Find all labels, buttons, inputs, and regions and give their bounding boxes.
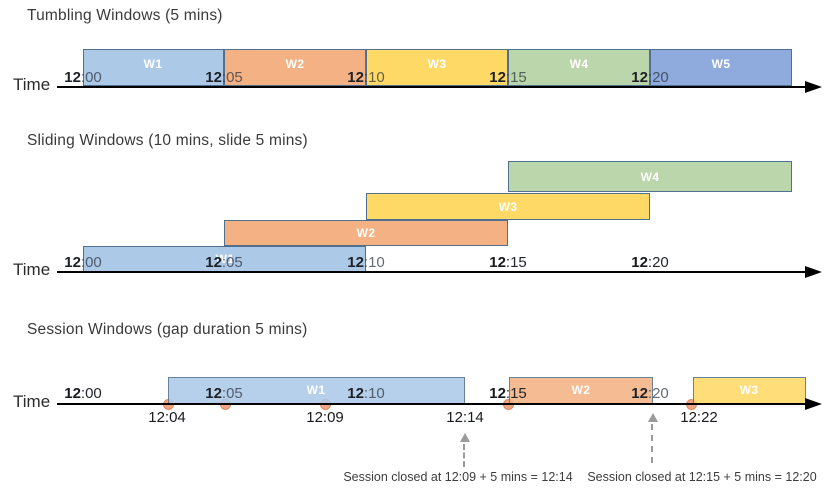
session-tick-1215: 12:15 <box>489 385 527 402</box>
close-time-1214: 12:14 <box>446 409 484 426</box>
sliding-w1-label: W1 <box>215 252 235 266</box>
session-tick-1210: 12:10 <box>347 385 385 402</box>
sliding-window-w3 <box>366 193 650 220</box>
sliding-w3-label: W3 <box>498 200 518 214</box>
tumbling-timeline-axis <box>57 86 806 88</box>
tumbling-tick-1220: 12:20 <box>631 69 669 86</box>
sliding-tick-1210: 12:10 <box>347 254 385 271</box>
callout-arrow-up-icon <box>648 413 658 422</box>
sliding-window-w2 <box>224 220 508 246</box>
session-axis-arrow-icon <box>805 398 822 410</box>
tick-minutes: :20 <box>647 254 669 271</box>
tumbling-window-w3 <box>366 49 508 86</box>
sliding-time-label: Time <box>13 260 51 279</box>
session-tick-1205: 12:05 <box>205 385 243 402</box>
tick-hour: 12 <box>205 385 222 402</box>
tick-minutes: :05 <box>221 385 243 402</box>
tick-hour: 12 <box>64 385 81 402</box>
tick-hour: 12 <box>489 385 506 402</box>
tumbling-w5-label: W5 <box>711 57 731 71</box>
tumbling-w1-label: W1 <box>143 57 163 71</box>
sliding-tick-1215: 12:15 <box>489 254 527 271</box>
tick-hour: 12 <box>64 254 81 271</box>
session-tick-1220: 12:20 <box>631 385 669 402</box>
sliding-w2-label: W2 <box>356 226 376 240</box>
tumbling-tick-1205: 12:05 <box>205 69 243 86</box>
session-time-label: Time <box>13 392 51 411</box>
sliding-w4-label: W4 <box>640 170 660 184</box>
tick-hour: 12 <box>205 254 222 271</box>
session-window-w3 <box>693 377 806 404</box>
tumbling-tick-1200: 12:00 <box>64 69 102 86</box>
tick-hour: 12 <box>489 69 506 86</box>
session-window-w1 <box>168 377 465 404</box>
session-w3-label: W3 <box>739 383 759 397</box>
event-time-1204: 12:04 <box>148 409 186 426</box>
event-time-1209: 12:09 <box>306 409 344 426</box>
tick-minutes: :05 <box>221 254 243 271</box>
session-closed-annotation-1: Session closed at 12:09 + 5 mins = 12:14 <box>343 470 573 484</box>
tumbling-window-w1 <box>83 49 224 86</box>
sliding-axis-arrow-icon <box>805 266 822 278</box>
sliding-tick-1200: 12:00 <box>64 254 102 271</box>
tumbling-time-label: Time <box>13 75 51 94</box>
sliding-title: Sliding Windows (10 mins, slide 5 mins) <box>27 132 308 149</box>
tick-minutes: :10 <box>363 254 385 271</box>
tumbling-w2-label: W2 <box>285 57 305 71</box>
tick-minutes: :10 <box>363 69 385 86</box>
tick-hour: 12 <box>347 254 364 271</box>
tick-hour: 12 <box>631 385 648 402</box>
tick-minutes: :15 <box>505 69 527 86</box>
tumbling-tick-1210: 12:10 <box>347 69 385 86</box>
tick-minutes: :05 <box>221 69 243 86</box>
tumbling-window-w2 <box>224 49 366 86</box>
callout-arrow-stem <box>651 424 653 463</box>
callout-arrow-stem <box>463 444 465 467</box>
tick-hour: 12 <box>64 69 81 86</box>
tick-minutes: :15 <box>505 385 527 402</box>
callout-arrow-up-icon <box>460 433 470 442</box>
tumbling-title: Tumbling Windows (5 mins) <box>27 7 223 24</box>
session-title: Session Windows (gap duration 5 mins) <box>27 321 308 338</box>
tick-minutes: :20 <box>647 385 669 402</box>
tick-minutes: :00 <box>80 69 102 86</box>
session-w2-label: W2 <box>571 383 591 397</box>
tick-hour: 12 <box>205 69 222 86</box>
tick-hour: 12 <box>347 69 364 86</box>
sliding-window-w1 <box>83 246 366 272</box>
tick-minutes: :00 <box>80 254 102 271</box>
tumbling-axis-arrow-icon <box>805 81 822 93</box>
sliding-tick-1205: 12:05 <box>205 254 243 271</box>
session-w1-label: W1 <box>306 383 326 397</box>
sliding-timeline-axis <box>57 271 806 273</box>
event-time-1222: 12:22 <box>680 409 718 426</box>
session-closed-annotation-2: Session closed at 12:15 + 5 mins = 12:20 <box>587 470 817 484</box>
tumbling-window-w4 <box>508 49 650 86</box>
sliding-tick-1220: 12:20 <box>631 254 669 271</box>
tumbling-w3-label: W3 <box>427 57 447 71</box>
tick-minutes: :10 <box>363 385 385 402</box>
tick-hour: 12 <box>631 254 648 271</box>
tumbling-w4-label: W4 <box>569 57 589 71</box>
tick-hour: 12 <box>489 254 506 271</box>
sliding-window-w4 <box>508 161 792 192</box>
tumbling-tick-1215: 12:15 <box>489 69 527 86</box>
tick-hour: 12 <box>631 69 648 86</box>
tick-minutes: :15 <box>505 254 527 271</box>
tick-minutes: :00 <box>80 385 102 402</box>
session-tick-1200: 12:00 <box>64 385 102 402</box>
session-timeline-axis <box>57 403 806 405</box>
tick-hour: 12 <box>347 385 364 402</box>
tumbling-window-w5 <box>650 49 792 86</box>
tick-minutes: :20 <box>647 69 669 86</box>
